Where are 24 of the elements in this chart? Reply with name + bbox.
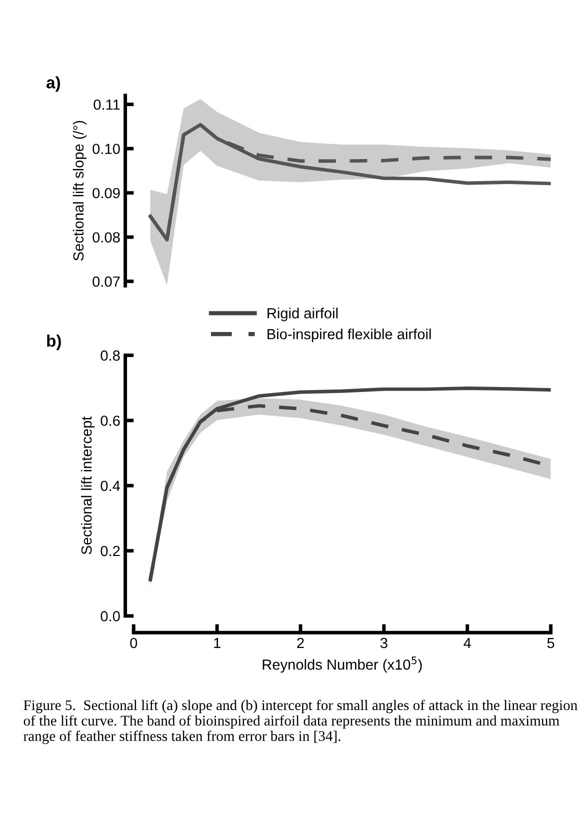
- x-tick-label: 2: [297, 638, 304, 648]
- x-tick-label: 0: [130, 638, 138, 648]
- chart-title: b): [47, 334, 61, 350]
- x-tick-label: 1: [214, 638, 220, 648]
- x-axis-title: Reynolds Number (x10$^{5}$): [262, 656, 422, 673]
- x-tick-label: 3: [380, 638, 388, 648]
- y-tick-label: 0.10: [92, 144, 120, 154]
- y-tick-label: 0.08: [92, 232, 120, 243]
- y-tick-label: 0.11: [94, 99, 120, 110]
- y-axis-title: Sectional lift slope (/°): [72, 120, 86, 261]
- x-tick-label: 5: [547, 638, 554, 648]
- legend-label: Rigid airfoil: [268, 308, 338, 322]
- chart-title: a): [46, 76, 60, 92]
- y-tick-label: 0.09: [92, 188, 120, 198]
- y-tick-label: 0.0: [100, 611, 120, 622]
- x-tick-label: 4: [464, 638, 471, 648]
- caption: Figure 5. Sectional lift (a) slope and (b) intercept for small angles of attack in the linear region of the lift curve. The band of bioinspired airfoil data represents the minimum and maximum range of feather stiffness taken from error bars in [34].: [24, 700, 578, 744]
- y-axis-title: Sectional lift intercept: [81, 416, 95, 554]
- y-tick-label: 0.6: [100, 416, 120, 426]
- y-tick-label: 0.4: [100, 480, 120, 492]
- y-tick-label: 0.2: [100, 546, 120, 556]
- legend-label: Bio-inspired flexible airfoil: [268, 328, 431, 342]
- y-tick-label: 0.07: [92, 276, 120, 287]
- y-tick-label: 0.8: [100, 350, 120, 361]
